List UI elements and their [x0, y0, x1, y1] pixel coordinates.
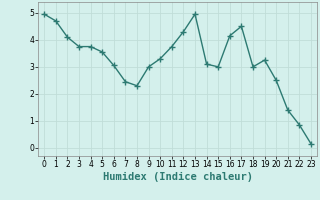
- X-axis label: Humidex (Indice chaleur): Humidex (Indice chaleur): [103, 172, 252, 182]
